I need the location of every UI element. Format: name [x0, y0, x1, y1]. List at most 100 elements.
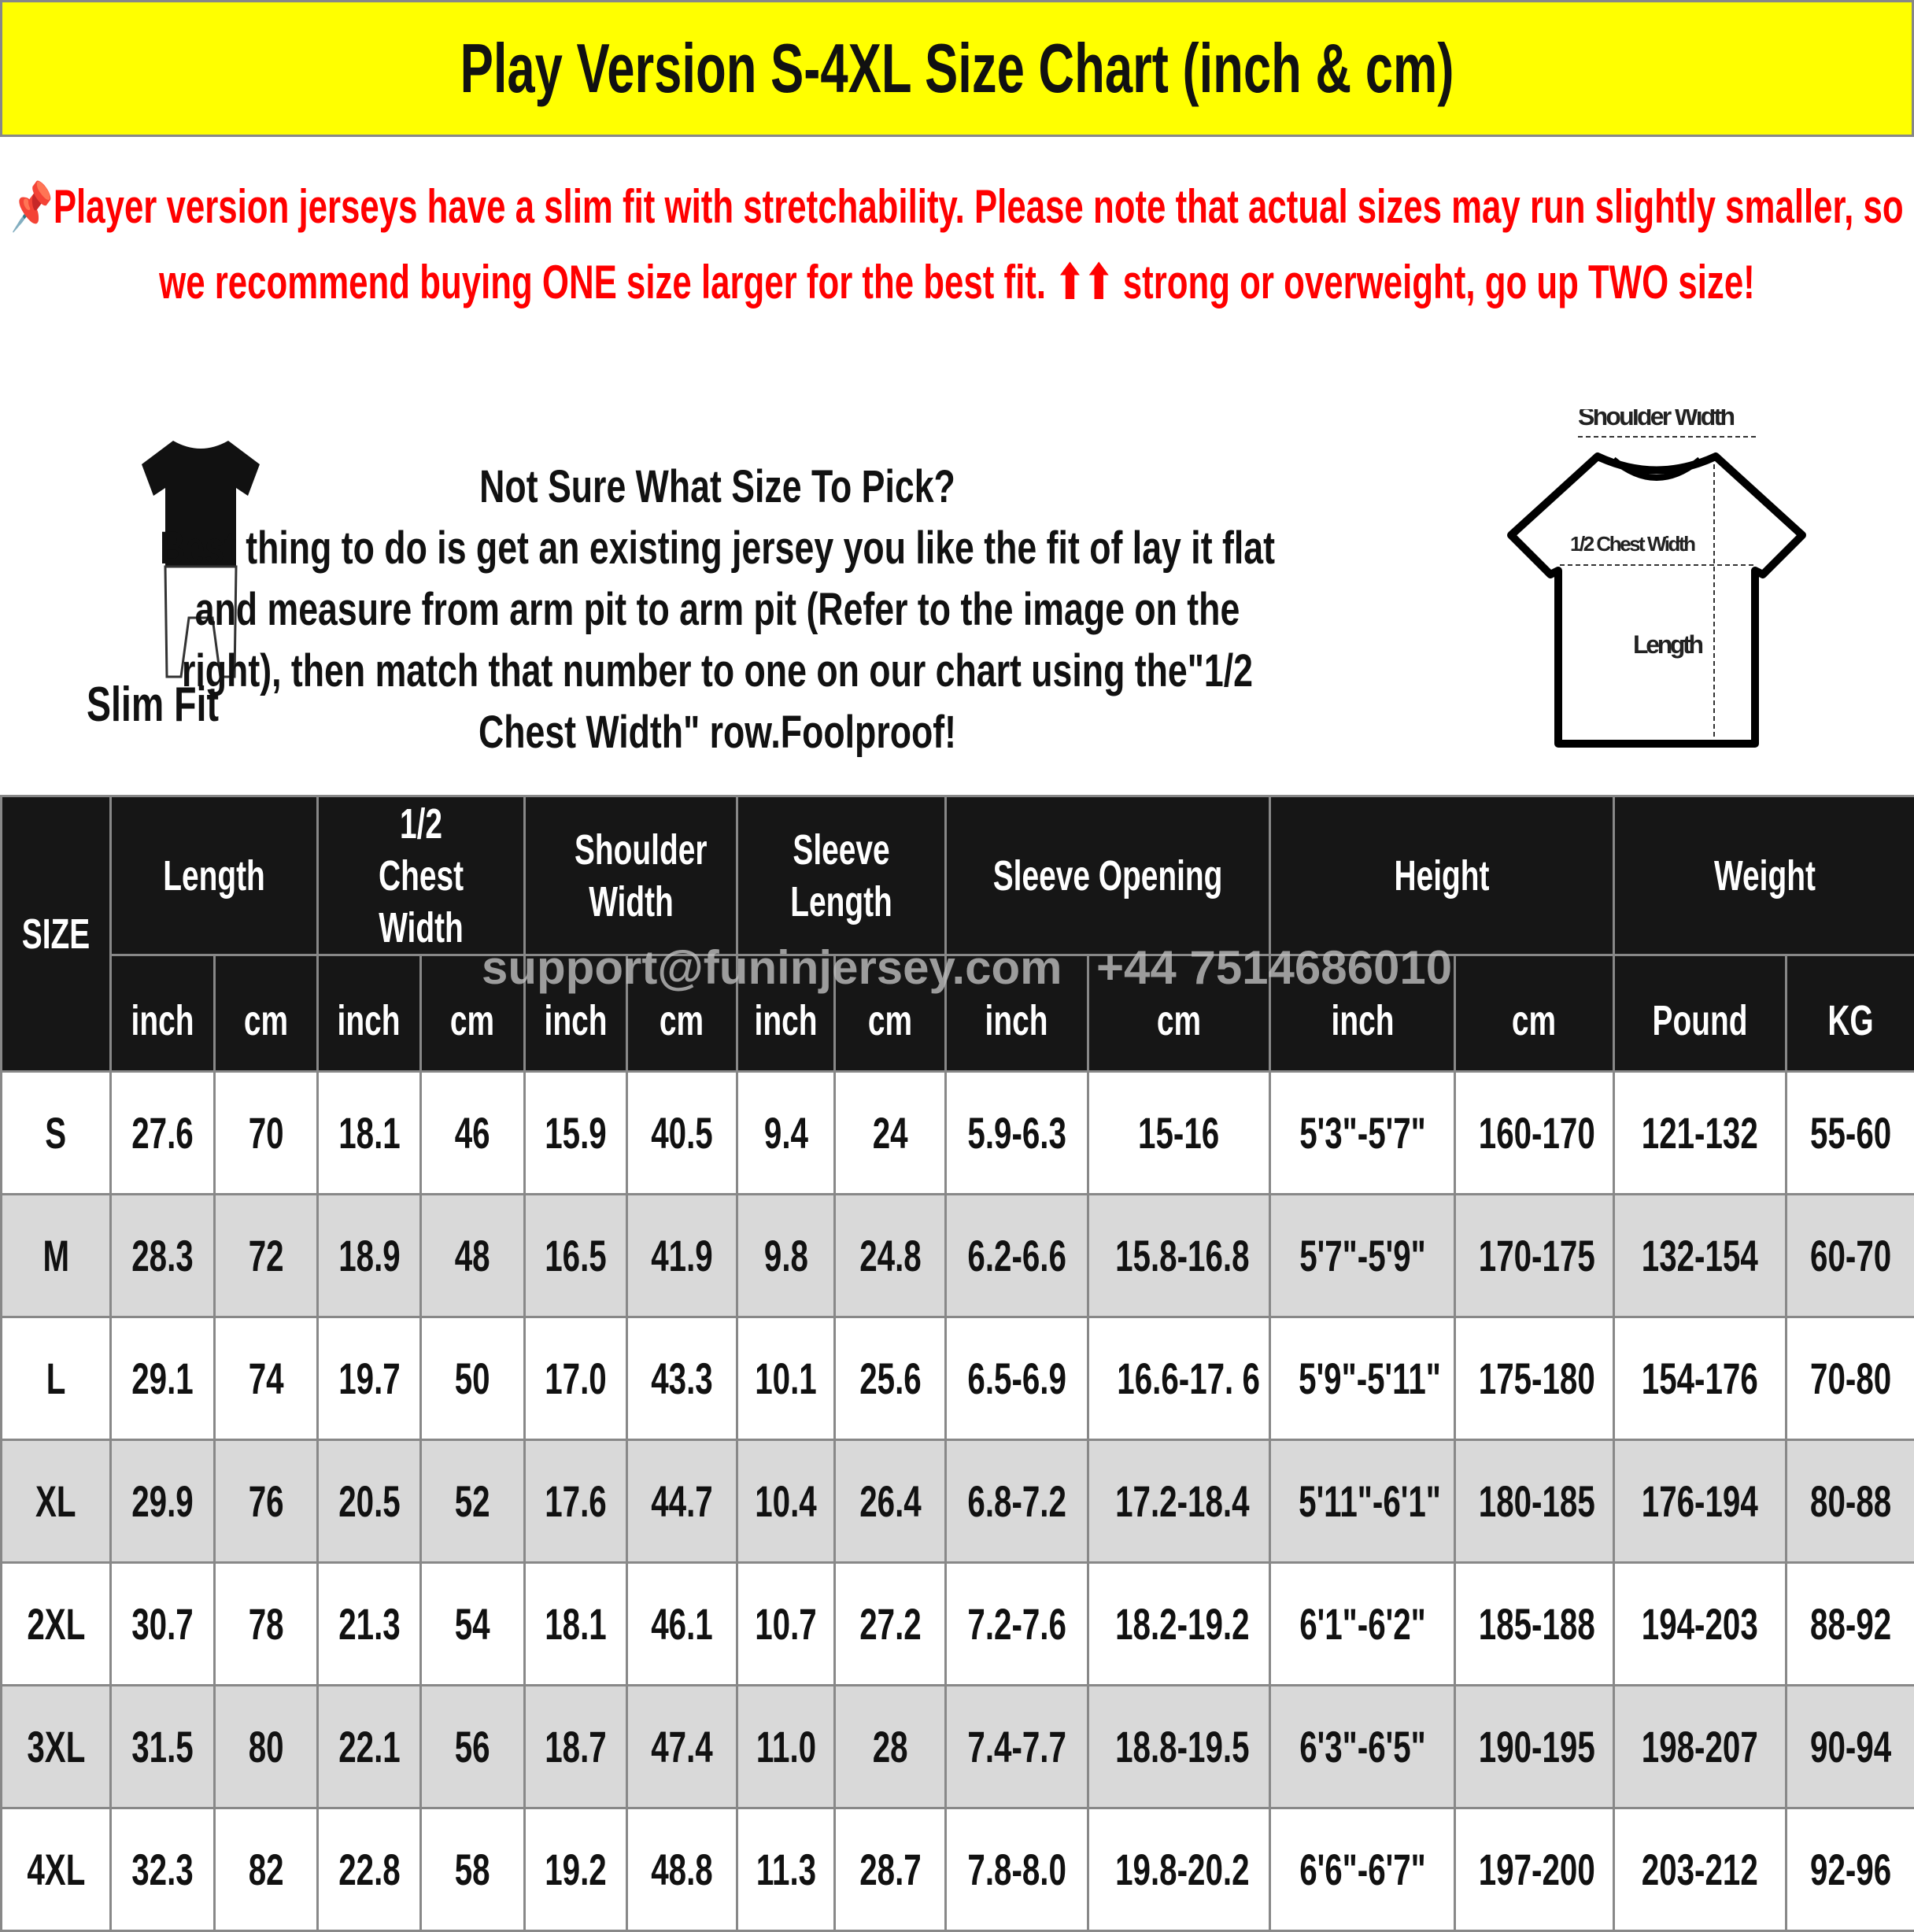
shoulder-width-label: Shoulder Width: [1578, 409, 1735, 430]
value-cell: 40.5: [627, 1072, 737, 1195]
value-cell: 31.5: [111, 1686, 215, 1808]
value-cell: 70: [215, 1072, 318, 1195]
value-cell: 190-195: [1455, 1686, 1614, 1808]
value-cell: 17.6: [525, 1440, 627, 1563]
value-cell: 11.0: [737, 1686, 835, 1808]
value-cell: 121-132: [1614, 1072, 1787, 1195]
value-cell: 6'3"-6'5": [1270, 1686, 1455, 1808]
value-cell: 30.7: [111, 1563, 215, 1686]
value-cell: 70-80: [1787, 1317, 1914, 1440]
size-cell: XL: [2, 1440, 111, 1563]
value-cell: 52: [421, 1440, 525, 1563]
value-cell: 5'9"-5'11": [1270, 1317, 1455, 1440]
size-cell: L: [2, 1317, 111, 1440]
column-group-header: Height: [1270, 796, 1614, 955]
column-group-header: Sleeve Opening: [946, 796, 1270, 955]
value-cell: 25.6: [835, 1317, 946, 1440]
value-cell: 24: [835, 1072, 946, 1195]
value-cell: 18.1: [318, 1072, 421, 1195]
value-cell: 24.8: [835, 1195, 946, 1317]
value-cell: 9.8: [737, 1195, 835, 1317]
size-cell: S: [2, 1072, 111, 1195]
unit-header: cm: [1455, 955, 1614, 1072]
value-cell: 47.4: [627, 1686, 737, 1808]
value-cell: 16.6-17. 6: [1088, 1317, 1270, 1440]
unit-header: inch: [111, 955, 215, 1072]
value-cell: 80-88: [1787, 1440, 1914, 1563]
value-cell: 170-175: [1455, 1195, 1614, 1317]
value-cell: 18.2-19.2: [1088, 1563, 1270, 1686]
value-cell: 15.9: [525, 1072, 627, 1195]
value-cell: 132-154: [1614, 1195, 1787, 1317]
chest-width-label: 1/2 Chest Width: [1570, 532, 1696, 556]
value-cell: 11.3: [737, 1808, 835, 1931]
unit-header: KG: [1787, 955, 1914, 1072]
pushpin-icon: 📌: [10, 180, 54, 233]
value-cell: 10.1: [737, 1317, 835, 1440]
value-cell: 5'3"-5'7": [1270, 1072, 1455, 1195]
value-cell: 56: [421, 1686, 525, 1808]
value-cell: 46.1: [627, 1563, 737, 1686]
value-cell: 15.8-16.8: [1088, 1195, 1270, 1317]
unit-header: Pound: [1614, 955, 1787, 1072]
value-cell: 18.9: [318, 1195, 421, 1317]
value-cell: 17.0: [525, 1317, 627, 1440]
size-header: SIZE: [2, 796, 111, 1072]
size-cell: M: [2, 1195, 111, 1317]
unit-header: inch: [318, 955, 421, 1072]
value-cell: 74: [215, 1317, 318, 1440]
value-cell: 92-96: [1787, 1808, 1914, 1931]
page-title: Play Version S-4XL Size Chart (inch & cm…: [0, 0, 1914, 137]
value-cell: 29.1: [111, 1317, 215, 1440]
value-cell: 29.9: [111, 1440, 215, 1563]
value-cell: 203-212: [1614, 1808, 1787, 1931]
value-cell: 18.8-19.5: [1088, 1686, 1270, 1808]
value-cell: 22.1: [318, 1686, 421, 1808]
value-cell: 43.3: [627, 1317, 737, 1440]
value-cell: 19.8-20.2: [1088, 1808, 1270, 1931]
value-cell: 9.4: [737, 1072, 835, 1195]
value-cell: 185-188: [1455, 1563, 1614, 1686]
column-group-header: 1/2 Chest Width: [318, 796, 525, 955]
value-cell: 28.7: [835, 1808, 946, 1931]
value-cell: 41.9: [627, 1195, 737, 1317]
value-cell: 7.8-8.0: [946, 1808, 1088, 1931]
value-cell: 22.8: [318, 1808, 421, 1931]
value-cell: 82: [215, 1808, 318, 1931]
value-cell: 28: [835, 1686, 946, 1808]
value-cell: 46: [421, 1072, 525, 1195]
value-cell: 90-94: [1787, 1686, 1914, 1808]
value-cell: 5'11"-6'1": [1270, 1440, 1455, 1563]
value-cell: 48: [421, 1195, 525, 1317]
value-cell: 19.2: [525, 1808, 627, 1931]
fit-notice: 📌Player version jerseys have a slim fit …: [8, 169, 1906, 320]
value-cell: 27.2: [835, 1563, 946, 1686]
column-group-header: Weight: [1614, 796, 1914, 955]
value-cell: 78: [215, 1563, 318, 1686]
value-cell: 5'7"-5'9": [1270, 1195, 1455, 1317]
value-cell: 54: [421, 1563, 525, 1686]
value-cell: 60-70: [1787, 1195, 1914, 1317]
value-cell: 198-207: [1614, 1686, 1787, 1808]
column-group-header: Shoulder Width: [525, 796, 737, 955]
value-cell: 19.7: [318, 1317, 421, 1440]
value-cell: 28.3: [111, 1195, 215, 1317]
watermark-email: support@funinjersey.com: [482, 940, 1062, 995]
value-cell: 6.5-6.9: [946, 1317, 1088, 1440]
column-group-header: Sleeve Length: [737, 796, 946, 955]
value-cell: 27.6: [111, 1072, 215, 1195]
info-section: Slim Fit Not Sure What Size To Pick? Bes…: [0, 409, 1914, 795]
value-cell: 55-60: [1787, 1072, 1914, 1195]
value-cell: 7.4-7.7: [946, 1686, 1088, 1808]
size-cell: 2XL: [2, 1563, 111, 1686]
value-cell: 180-185: [1455, 1440, 1614, 1563]
value-cell: 26.4: [835, 1440, 946, 1563]
value-cell: 6'6"-6'7": [1270, 1808, 1455, 1931]
